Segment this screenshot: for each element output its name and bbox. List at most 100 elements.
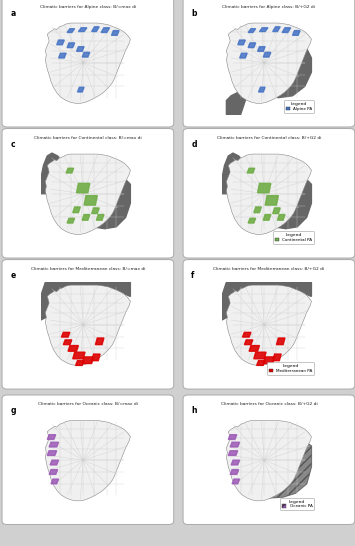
Polygon shape bbox=[49, 470, 58, 474]
Text: f: f bbox=[191, 271, 195, 280]
Polygon shape bbox=[249, 346, 260, 351]
Polygon shape bbox=[230, 442, 240, 447]
Text: Climatic barriers for Mediterranean class: B/+G2 di: Climatic barriers for Mediterranean clas… bbox=[213, 267, 324, 271]
Polygon shape bbox=[73, 352, 85, 359]
Polygon shape bbox=[96, 215, 104, 220]
FancyBboxPatch shape bbox=[2, 259, 174, 389]
Polygon shape bbox=[101, 28, 110, 32]
Polygon shape bbox=[47, 435, 56, 440]
FancyBboxPatch shape bbox=[2, 128, 174, 258]
Text: Climatic barriers for Alpine class: B/+G2 di: Climatic barriers for Alpine class: B/+G… bbox=[223, 5, 315, 9]
Polygon shape bbox=[77, 46, 84, 51]
Legend: Continental PA: Continental PA bbox=[273, 232, 314, 244]
Polygon shape bbox=[82, 357, 93, 364]
Polygon shape bbox=[82, 52, 90, 57]
Polygon shape bbox=[245, 441, 311, 498]
Polygon shape bbox=[263, 215, 271, 220]
Polygon shape bbox=[78, 28, 87, 32]
FancyBboxPatch shape bbox=[183, 259, 355, 389]
FancyBboxPatch shape bbox=[2, 395, 174, 525]
Text: g: g bbox=[10, 406, 16, 415]
Polygon shape bbox=[226, 46, 311, 115]
Polygon shape bbox=[265, 195, 278, 205]
Polygon shape bbox=[67, 29, 75, 32]
Polygon shape bbox=[49, 442, 59, 447]
Text: c: c bbox=[10, 140, 15, 149]
Legend: Mediterranean PA: Mediterranean PA bbox=[267, 363, 314, 375]
Polygon shape bbox=[242, 333, 251, 337]
Polygon shape bbox=[293, 31, 300, 35]
Text: Climatic barriers for Oceanic class: B/+G2 di: Climatic barriers for Oceanic class: B/+… bbox=[220, 402, 317, 406]
Polygon shape bbox=[273, 27, 280, 32]
Polygon shape bbox=[92, 208, 99, 213]
Text: d: d bbox=[191, 140, 197, 149]
Polygon shape bbox=[82, 215, 90, 220]
Polygon shape bbox=[59, 54, 66, 58]
Polygon shape bbox=[273, 354, 281, 361]
Text: Climatic barriers for Continental class: B/+G2 di: Climatic barriers for Continental class:… bbox=[217, 136, 321, 140]
Polygon shape bbox=[273, 208, 280, 213]
FancyBboxPatch shape bbox=[183, 128, 355, 258]
Polygon shape bbox=[50, 460, 59, 465]
Polygon shape bbox=[40, 153, 64, 194]
FancyBboxPatch shape bbox=[183, 0, 355, 127]
Polygon shape bbox=[68, 346, 78, 351]
Polygon shape bbox=[228, 451, 238, 455]
Legend: Alpine PA: Alpine PA bbox=[284, 100, 314, 112]
Polygon shape bbox=[76, 361, 84, 365]
Polygon shape bbox=[77, 183, 90, 193]
Polygon shape bbox=[258, 87, 265, 92]
Polygon shape bbox=[257, 361, 265, 365]
Polygon shape bbox=[77, 87, 84, 92]
Text: a: a bbox=[10, 9, 16, 17]
Polygon shape bbox=[254, 352, 266, 359]
Polygon shape bbox=[228, 435, 237, 440]
Polygon shape bbox=[66, 168, 74, 173]
Polygon shape bbox=[92, 27, 99, 32]
Polygon shape bbox=[84, 195, 97, 205]
Polygon shape bbox=[254, 207, 261, 212]
Polygon shape bbox=[258, 183, 271, 193]
Polygon shape bbox=[263, 52, 271, 57]
Polygon shape bbox=[45, 23, 130, 103]
Polygon shape bbox=[93, 177, 130, 229]
Polygon shape bbox=[226, 420, 311, 501]
Polygon shape bbox=[222, 282, 311, 320]
Text: Climatic barriers for Alpine class: B/=max di: Climatic barriers for Alpine class: B/=m… bbox=[40, 5, 136, 9]
Polygon shape bbox=[226, 23, 311, 103]
Polygon shape bbox=[63, 340, 72, 345]
Polygon shape bbox=[57, 40, 64, 45]
Text: b: b bbox=[191, 9, 197, 17]
Polygon shape bbox=[45, 420, 130, 501]
Polygon shape bbox=[263, 357, 274, 364]
Polygon shape bbox=[40, 282, 130, 320]
Polygon shape bbox=[51, 479, 59, 484]
Polygon shape bbox=[95, 338, 104, 345]
Polygon shape bbox=[226, 285, 311, 365]
Text: Climatic barriers for Continental class: B/=max di: Climatic barriers for Continental class:… bbox=[34, 136, 142, 140]
FancyBboxPatch shape bbox=[183, 395, 355, 525]
Polygon shape bbox=[248, 43, 256, 48]
Text: Climatic barriers for Mediterranean class: B/=max di: Climatic barriers for Mediterranean clas… bbox=[31, 267, 145, 271]
Polygon shape bbox=[260, 28, 268, 32]
Polygon shape bbox=[274, 177, 311, 229]
Polygon shape bbox=[47, 451, 57, 455]
Polygon shape bbox=[238, 40, 245, 45]
Legend: Oceanic PA: Oceanic PA bbox=[280, 498, 314, 510]
FancyBboxPatch shape bbox=[2, 0, 174, 127]
Polygon shape bbox=[61, 333, 70, 337]
Polygon shape bbox=[277, 215, 285, 220]
Polygon shape bbox=[226, 154, 311, 234]
Polygon shape bbox=[67, 218, 75, 223]
Polygon shape bbox=[232, 479, 240, 484]
Polygon shape bbox=[231, 460, 240, 465]
Polygon shape bbox=[282, 28, 291, 32]
Polygon shape bbox=[230, 470, 239, 474]
Polygon shape bbox=[247, 168, 255, 173]
Polygon shape bbox=[73, 207, 80, 212]
Text: Climatic barriers for Oceanic class: B/=max di: Climatic barriers for Oceanic class: B/=… bbox=[38, 402, 138, 406]
Polygon shape bbox=[45, 154, 130, 234]
Polygon shape bbox=[248, 29, 256, 32]
Polygon shape bbox=[222, 153, 245, 194]
Polygon shape bbox=[277, 338, 285, 345]
